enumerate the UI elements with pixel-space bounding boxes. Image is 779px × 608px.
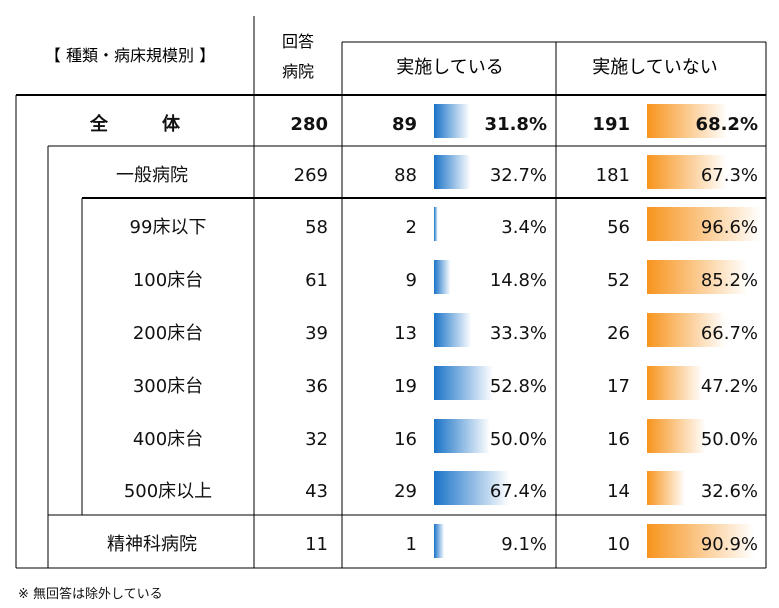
cell-implemented-count: 2 <box>406 217 417 238</box>
bar-not-implemented <box>647 313 726 347</box>
row-label: 精神科病院 <box>107 534 197 555</box>
cell-not-implemented-count: 26 <box>607 323 630 344</box>
label-implemented-pct: 14.8% <box>490 270 547 291</box>
bar-implemented <box>434 419 490 453</box>
cell-implemented-count: 19 <box>394 376 417 397</box>
table-body: 全 体 280 89 31.8% 191 68.2%一般病院 269 88 32.7% 181 67… <box>89 104 761 558</box>
label-implemented-pct: 32.7% <box>490 165 547 186</box>
label-implemented-pct: 33.3% <box>490 323 547 344</box>
label-not-implemented-pct: 68.2% <box>696 114 758 135</box>
bar-implemented <box>434 207 438 241</box>
bar-implemented <box>434 260 451 294</box>
bar-implemented <box>434 524 445 558</box>
cell-implemented-count: 89 <box>392 114 417 135</box>
cell-implemented-count: 9 <box>406 270 417 291</box>
label-implemented-pct: 9.1% <box>501 534 547 555</box>
bar-not-implemented <box>647 419 706 453</box>
cell-response-count: 43 <box>305 481 328 502</box>
cell-implemented-count: 13 <box>394 323 417 344</box>
cell-not-implemented-count: 52 <box>607 270 630 291</box>
cell-response-count: 39 <box>305 323 328 344</box>
bar-not-implemented <box>647 207 761 241</box>
row-label: 99床以下 <box>130 217 207 238</box>
header-responses-line2: 病院 <box>282 62 314 81</box>
label-not-implemented-pct: 47.2% <box>701 376 758 397</box>
row-label: 300床台 <box>133 376 203 397</box>
bar-implemented <box>434 313 472 347</box>
header-implemented: 実施している <box>396 57 503 78</box>
row-label: 200床台 <box>133 323 203 344</box>
bar-not-implemented <box>647 366 703 400</box>
cell-not-implemented-count: 14 <box>607 481 630 502</box>
label-implemented-pct: 67.4% <box>490 481 547 502</box>
bar-implemented <box>434 471 510 505</box>
cell-implemented-count: 88 <box>394 165 417 186</box>
label-not-implemented-pct: 32.6% <box>701 481 758 502</box>
label-not-implemented-pct: 66.7% <box>701 323 758 344</box>
header-not-implemented: 実施していない <box>592 57 717 78</box>
cell-response-count: 61 <box>305 270 328 291</box>
row-label: 一般病院 <box>116 165 188 186</box>
bar-not-implemented <box>647 104 728 138</box>
bar-not-implemented <box>647 260 748 294</box>
cell-implemented-count: 29 <box>394 481 417 502</box>
table-grid <box>15 16 767 569</box>
cell-not-implemented-count: 16 <box>607 429 630 450</box>
cell-response-count: 32 <box>305 429 328 450</box>
bar-implemented <box>434 155 471 189</box>
row-label: 400床台 <box>133 429 203 450</box>
cell-not-implemented-count: 17 <box>607 376 630 397</box>
label-implemented-pct: 52.8% <box>490 376 547 397</box>
row-label: 500床以上 <box>124 481 212 502</box>
cell-implemented-count: 16 <box>394 429 417 450</box>
row-label: 全 体 <box>89 113 181 135</box>
bar-implemented <box>434 104 470 138</box>
row-label: 100床台 <box>133 270 203 291</box>
cell-response-count: 36 <box>305 376 328 397</box>
label-not-implemented-pct: 90.9% <box>701 534 758 555</box>
bar-not-implemented <box>647 471 686 505</box>
cell-not-implemented-count: 10 <box>607 534 630 555</box>
label-not-implemented-pct: 85.2% <box>701 270 758 291</box>
label-implemented-pct: 31.8% <box>485 114 547 135</box>
label-not-implemented-pct: 50.0% <box>701 429 758 450</box>
label-implemented-pct: 50.0% <box>490 429 547 450</box>
cell-not-implemented-count: 56 <box>607 217 630 238</box>
cell-response-count: 11 <box>305 534 328 555</box>
label-not-implemented-pct: 67.3% <box>701 165 758 186</box>
header-category: 【 種類・病床規模別 】 <box>45 46 215 65</box>
cell-response-count: 269 <box>294 165 328 186</box>
bar-implemented <box>434 366 494 400</box>
table-header: 【 種類・病床規模別 】 回答 病院 実施している 実施していない <box>45 32 718 81</box>
cell-response-count: 280 <box>290 114 328 135</box>
bar-not-implemented <box>647 155 727 189</box>
label-not-implemented-pct: 96.6% <box>701 217 758 238</box>
bar-not-implemented <box>647 524 755 558</box>
footnote: ※ 無回答は除外している <box>18 587 163 602</box>
label-implemented-pct: 3.4% <box>501 217 547 238</box>
cell-not-implemented-count: 191 <box>592 114 630 135</box>
cell-response-count: 58 <box>305 217 328 238</box>
header-responses-line1: 回答 <box>282 32 314 51</box>
cell-not-implemented-count: 181 <box>596 165 630 186</box>
cell-implemented-count: 1 <box>406 534 417 555</box>
